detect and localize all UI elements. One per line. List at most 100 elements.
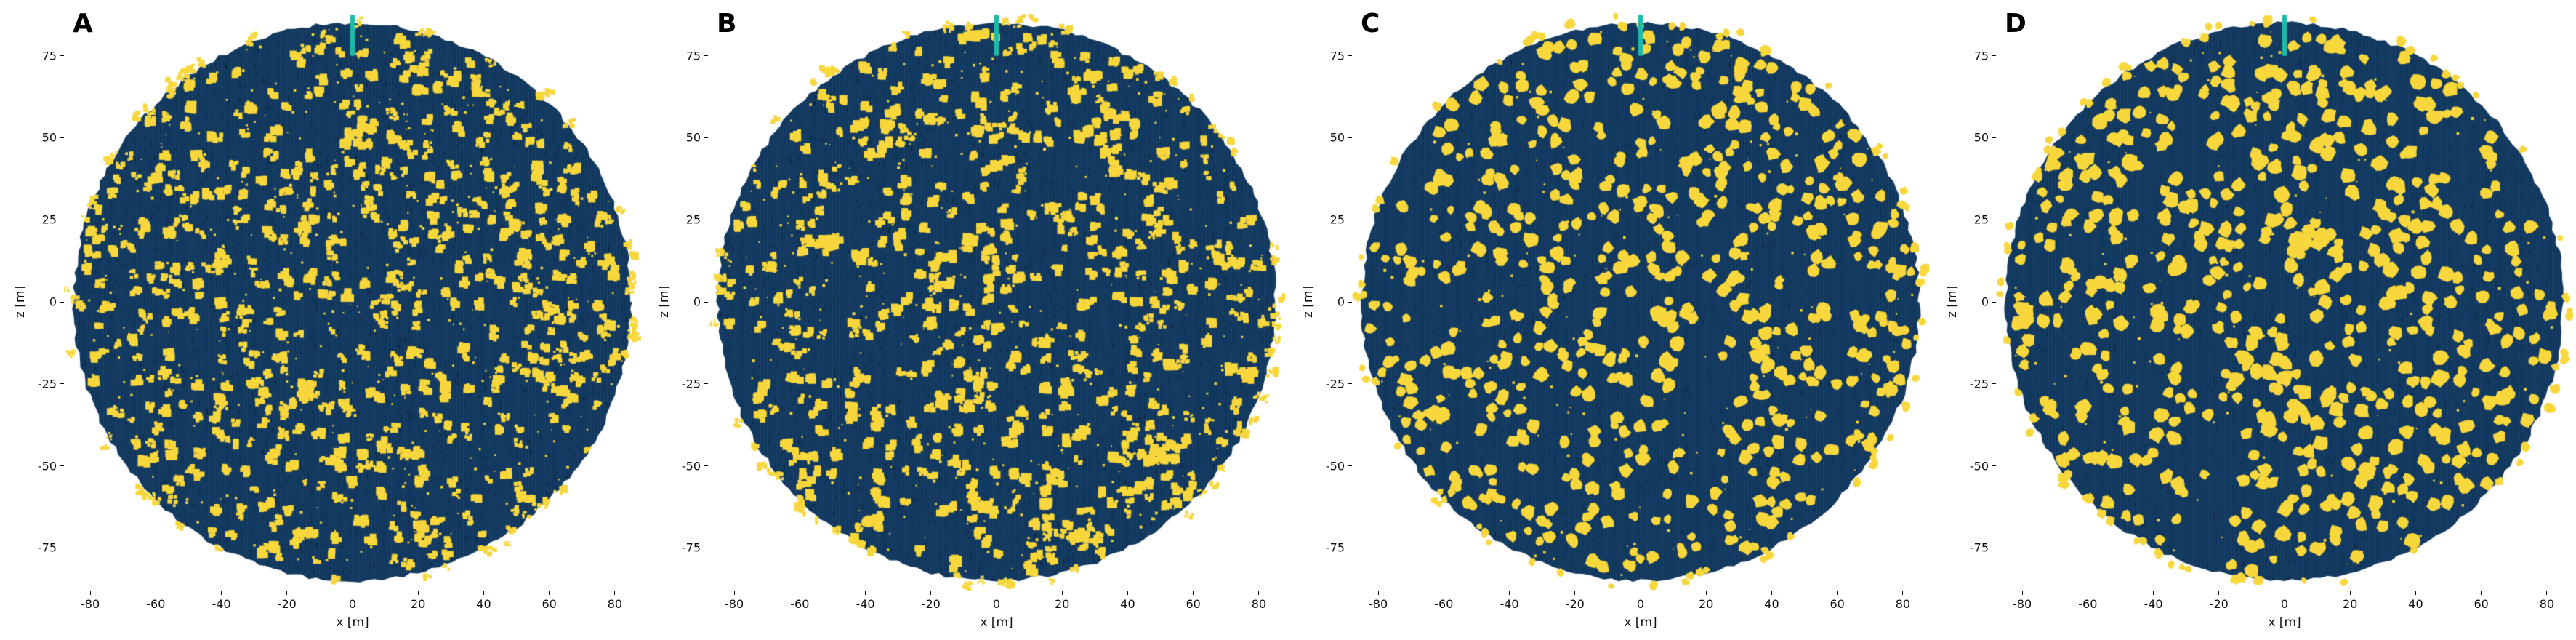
y-tick-label: -50 bbox=[37, 459, 57, 473]
x-tick-label: 0 bbox=[1636, 597, 1645, 611]
x-tick bbox=[2415, 591, 2416, 595]
y-tick-label: -50 bbox=[681, 459, 701, 473]
x-tick-label: -80 bbox=[725, 597, 744, 611]
y-tick bbox=[60, 137, 64, 138]
x-tick-label: -40 bbox=[2144, 597, 2163, 611]
y-tick-label: -50 bbox=[1325, 459, 1345, 473]
x-tick-label: -20 bbox=[1565, 597, 1585, 611]
x-axis-label: x [m] bbox=[336, 615, 369, 630]
y-tick-label: -50 bbox=[1969, 459, 1989, 473]
x-tick bbox=[1902, 591, 1904, 595]
x-tick-label: 60 bbox=[542, 597, 557, 611]
x-axis-label: x [m] bbox=[980, 615, 1013, 630]
y-tick bbox=[1992, 137, 1996, 138]
y-tick-label: 50 bbox=[685, 130, 701, 145]
x-tick bbox=[1377, 591, 1379, 595]
y-axis-label: z [m] bbox=[1301, 285, 1316, 319]
y-tick-label: 25 bbox=[1973, 212, 1989, 227]
y-tick bbox=[1992, 465, 1996, 467]
x-axis-label: x [m] bbox=[1624, 615, 1657, 630]
y-tick bbox=[1348, 137, 1352, 138]
y-axis-label: z [m] bbox=[657, 285, 672, 319]
x-tick-label: 80 bbox=[2539, 597, 2555, 611]
x-tick bbox=[417, 591, 419, 595]
x-tick bbox=[930, 591, 932, 595]
scatter-plot-canvas bbox=[708, 13, 1285, 591]
x-tick-label: 80 bbox=[607, 597, 623, 611]
y-tick-label: 75 bbox=[1973, 49, 1989, 63]
y-tick bbox=[1348, 465, 1352, 467]
y-tick-label: 25 bbox=[41, 212, 57, 227]
x-tick-label: 60 bbox=[1186, 597, 1201, 611]
y-tick-label: -75 bbox=[37, 540, 57, 555]
y-tick-label: -75 bbox=[681, 540, 701, 555]
x-tick bbox=[286, 591, 288, 595]
y-tick-label: 0 bbox=[49, 295, 57, 309]
x-tick-label: -80 bbox=[2013, 597, 2032, 611]
y-tick bbox=[1992, 55, 1996, 57]
scatter-plot-canvas bbox=[64, 13, 641, 591]
x-tick-label: -40 bbox=[856, 597, 875, 611]
x-tick bbox=[1258, 591, 1260, 595]
y-tick-label: -75 bbox=[1325, 540, 1345, 555]
y-tick bbox=[1348, 55, 1352, 57]
x-tick bbox=[733, 591, 735, 595]
x-tick bbox=[865, 591, 866, 595]
x-tick bbox=[549, 591, 550, 595]
x-tick bbox=[1771, 591, 1772, 595]
y-axis-label: z [m] bbox=[13, 285, 28, 319]
x-tick-label: 0 bbox=[2280, 597, 2289, 611]
x-tick bbox=[1574, 591, 1576, 595]
x-tick-label: 60 bbox=[2474, 597, 2489, 611]
x-tick-label: -40 bbox=[1500, 597, 1519, 611]
y-tick-label: 75 bbox=[41, 49, 57, 63]
x-tick-label: -60 bbox=[1434, 597, 1454, 611]
x-tick bbox=[1061, 591, 1063, 595]
y-tick-label: -25 bbox=[1969, 377, 1989, 391]
y-tick-label: 0 bbox=[693, 295, 701, 309]
y-tick-label: -75 bbox=[1969, 540, 1989, 555]
y-tick-label: 25 bbox=[1329, 212, 1345, 227]
panel-label: A bbox=[73, 9, 93, 39]
x-tick-label: -20 bbox=[921, 597, 941, 611]
x-tick bbox=[89, 591, 91, 595]
y-tick bbox=[1992, 383, 1996, 385]
x-tick bbox=[2481, 591, 2482, 595]
panel-b: B x [m] z [m] -80 -60 -40 -20 0 20 40 60 80 -75 -5… bbox=[644, 0, 1288, 640]
y-tick-label: 25 bbox=[685, 212, 701, 227]
x-tick bbox=[1193, 591, 1194, 595]
panel-label: D bbox=[2005, 9, 2026, 39]
x-tick-label: -20 bbox=[2209, 597, 2229, 611]
y-tick bbox=[704, 301, 708, 303]
x-tick bbox=[483, 591, 484, 595]
x-tick bbox=[1509, 591, 1510, 595]
y-tick-label: 50 bbox=[1329, 130, 1345, 145]
panel-label: B bbox=[717, 9, 737, 39]
x-tick bbox=[2349, 591, 2351, 595]
x-tick-label: -80 bbox=[1369, 597, 1388, 611]
y-tick-label: -25 bbox=[681, 377, 701, 391]
x-tick-label: 20 bbox=[1699, 597, 1714, 611]
y-tick-label: -25 bbox=[37, 377, 57, 391]
x-tick-label: -40 bbox=[212, 597, 231, 611]
x-tick-label: 0 bbox=[992, 597, 1001, 611]
y-tick bbox=[704, 465, 708, 467]
x-tick-label: -60 bbox=[2078, 597, 2098, 611]
x-tick-label: -60 bbox=[790, 597, 810, 611]
x-tick-label: 20 bbox=[411, 597, 426, 611]
x-tick-label: -20 bbox=[277, 597, 297, 611]
x-tick-label: 40 bbox=[2408, 597, 2423, 611]
panel-c: C x [m] z [m] -80 -60 -40 -20 0 20 40 60 80 -75 -5… bbox=[1288, 0, 1932, 640]
x-tick bbox=[1705, 591, 1707, 595]
y-tick bbox=[1348, 301, 1352, 303]
y-tick-label: 0 bbox=[1981, 295, 1989, 309]
scatter-plot-canvas bbox=[1352, 13, 1929, 591]
y-tick bbox=[60, 301, 64, 303]
y-tick bbox=[704, 55, 708, 57]
panel-d: D x [m] z [m] -80 -60 -40 -20 0 20 40 60 80 -75 -5… bbox=[1932, 0, 2576, 640]
x-tick-label: 20 bbox=[1055, 597, 1070, 611]
x-tick-label: 60 bbox=[1830, 597, 1845, 611]
y-tick-label: 50 bbox=[41, 130, 57, 145]
x-axis-label: x [m] bbox=[2268, 615, 2301, 630]
